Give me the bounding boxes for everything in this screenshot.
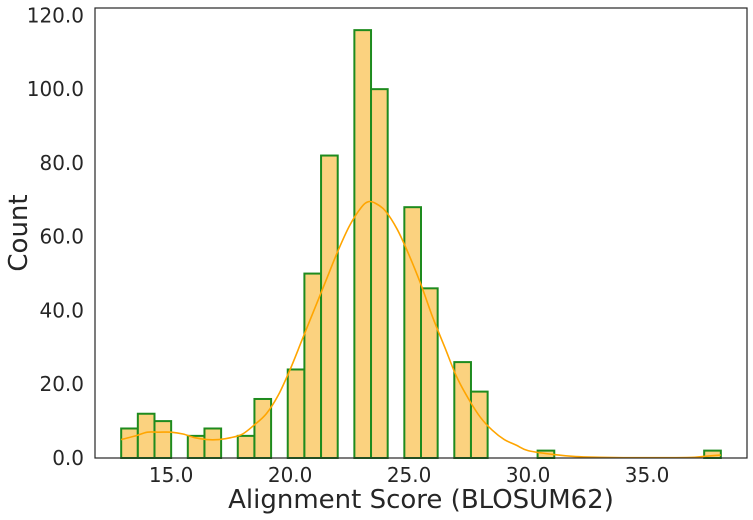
histogram-bar [320, 154, 339, 459]
y-tick-label: 40.0 [39, 298, 84, 322]
histogram-bar [469, 390, 489, 459]
y-tick-label: 20.0 [39, 372, 84, 396]
x-tick-label: 15.0 [149, 463, 194, 487]
x-axis-ticks: 15.0 20.0 25.0 30.0 35.0 [149, 463, 669, 487]
histogram-bar [303, 272, 323, 459]
y-axis-title: Count [4, 194, 34, 271]
y-tick-label: 60.0 [39, 225, 84, 249]
y-tick-label: 80.0 [39, 151, 84, 175]
x-tick-label: 25.0 [387, 463, 432, 487]
histogram-bar [120, 427, 139, 459]
kde-curve [120, 200, 721, 459]
histogram-bar [403, 206, 422, 459]
histogram-bar [370, 88, 389, 460]
histogram-bar [136, 412, 156, 459]
histogram-bar [203, 427, 223, 459]
histogram-bar [236, 434, 256, 459]
x-tick-label: 35.0 [625, 463, 670, 487]
histogram-bar [353, 29, 373, 459]
plot-frame [94, 7, 748, 459]
x-tick-label: 30.0 [506, 463, 551, 487]
x-tick-label: 20.0 [268, 463, 313, 487]
histogram-bar [420, 287, 439, 459]
y-tick-label: 100.0 [27, 77, 84, 101]
histogram-bar [253, 397, 273, 460]
y-tick-label: 120.0 [27, 3, 84, 27]
x-axis-title: Alignment Score (BLOSUM62) [228, 485, 614, 515]
histogram-bar [286, 368, 306, 460]
y-tick-label: 0.0 [52, 446, 84, 470]
y-axis-ticks: 0.0 20.0 40.0 60.0 80.0 100.0 120.0 [27, 3, 84, 470]
histogram-bar [153, 420, 173, 459]
